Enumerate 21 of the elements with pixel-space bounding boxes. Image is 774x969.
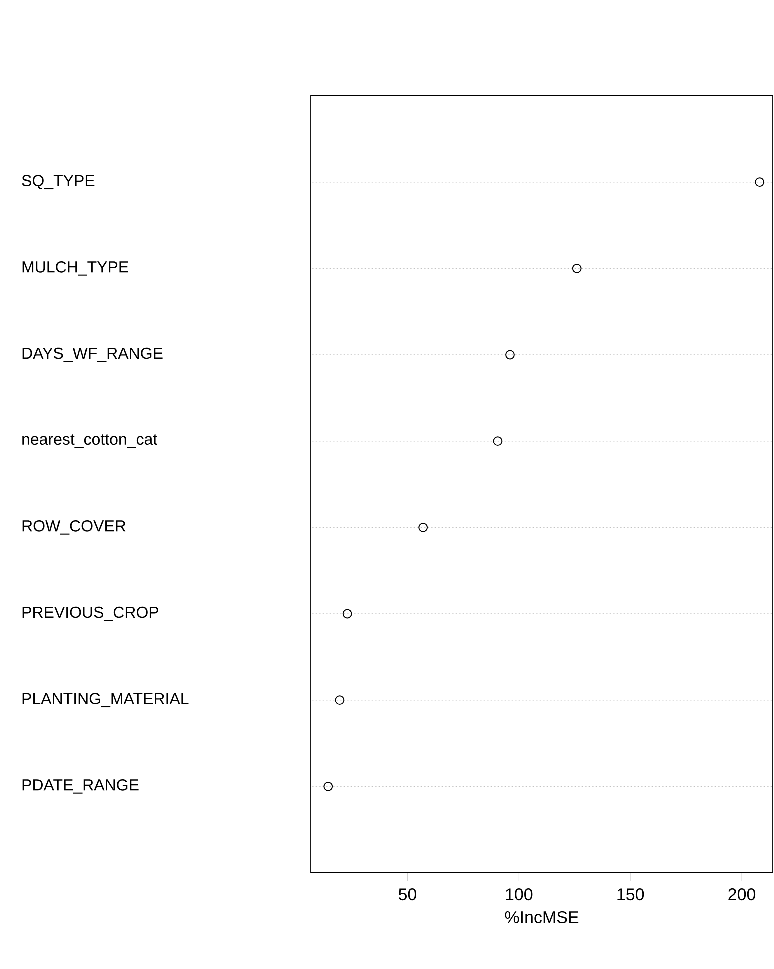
y-tick-label: MULCH_TYPE (22, 262, 128, 276)
y-tick-label: PLANTING_MATERIAL (22, 693, 189, 708)
point (418, 522, 428, 532)
point (493, 436, 503, 446)
y-tick-label: DAYS_WF_RANGE (22, 348, 163, 362)
point (755, 178, 765, 188)
x-tick-label: 50 (398, 888, 417, 901)
x-tick-label: 200 (728, 888, 756, 901)
x-axis-title: %IncMSE (505, 911, 579, 924)
y-tick-label: PDATE_RANGE (22, 780, 139, 794)
y-tick-label: PREVIOUS_CROP (22, 606, 158, 622)
point (324, 782, 334, 792)
y-tick-label: ROW_COVER (22, 520, 126, 535)
point (335, 696, 345, 706)
point (506, 350, 515, 360)
x-tick-label: 150 (618, 888, 644, 901)
y-tick-label: SQ_TYPE (22, 175, 95, 190)
point (342, 609, 352, 619)
y-tick-label: nearest_cotton_cat (22, 434, 158, 448)
point (572, 264, 582, 274)
x-tick-label: 100 (506, 888, 533, 901)
